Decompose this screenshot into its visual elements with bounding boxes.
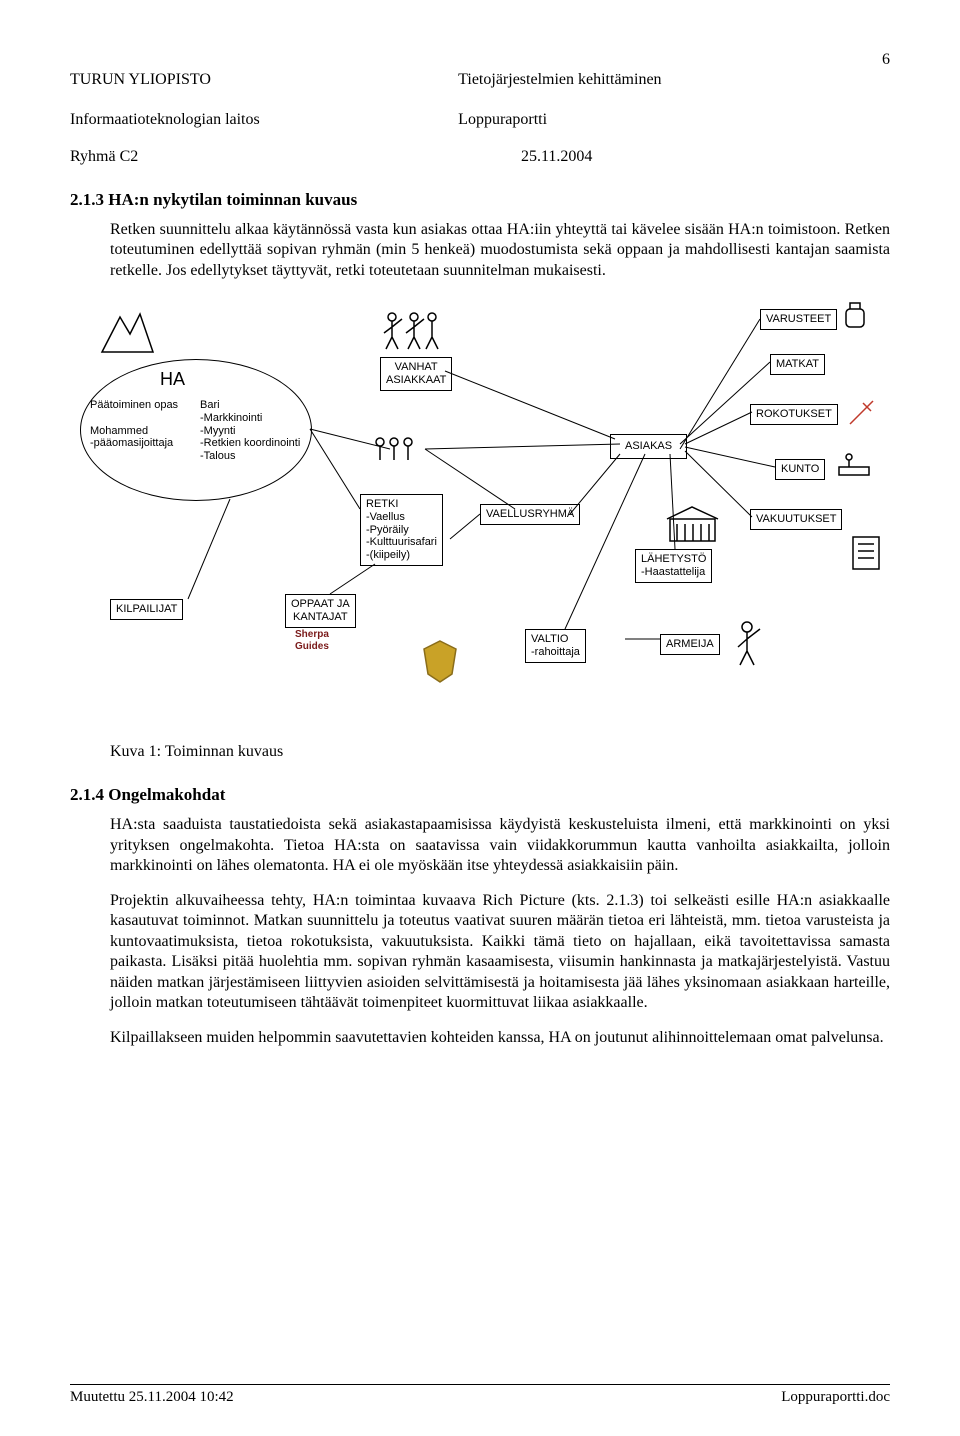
ha-label: HA (160, 369, 185, 390)
node-vanhat-asiakkaat: VANHAT ASIAKKAAT (380, 357, 452, 390)
treadmill-icon (835, 449, 875, 479)
footer-rule (70, 1384, 890, 1385)
syringe-icon (845, 394, 880, 429)
ha-left-text: Päätoiminen opas Mohammed -pääomasijoitt… (90, 399, 178, 450)
section-213-p1: Retken suunnittelu alkaa käytännössä vas… (110, 220, 890, 281)
node-armeija: ARMEIJA (660, 634, 720, 655)
section-214-p3: Kilpaillakseen muiden helpommin saavutet… (110, 1028, 890, 1048)
node-vakuutukset: VAKUUTUKSET (750, 509, 842, 530)
ha-right-text: Bari -Markkinointi -Myynti -Retkien koor… (200, 399, 300, 462)
node-oppaat: OPPAAT JA KANTAJAT (285, 594, 356, 627)
section-214-p1: HA:sta saaduista taustatiedoista sekä as… (110, 815, 890, 876)
page-footer: Muutettu 25.11.2004 10:42 Loppuraportti.… (70, 1384, 890, 1406)
mountain-icon (100, 309, 155, 354)
checklist-icon (850, 534, 882, 572)
section-213-heading: 2.1.3 HA:n nykytilan toiminnan kuvaus (70, 190, 890, 210)
page-subheader: Ryhmä C2 25.11.2004 (70, 148, 890, 166)
node-kunto: KUNTO (775, 459, 825, 480)
org-line1: TURUN YLIOPISTO (70, 71, 211, 88)
section-214-p2: Projektin alkuvaiheessa tehty, HA:n toim… (110, 891, 890, 1014)
page: TURUN YLIOPISTO Informaatioteknologian l… (0, 0, 960, 1436)
rich-picture-diagram: HA Päätoiminen opas Mohammed -pääomasijo… (70, 299, 890, 729)
hikers-icon (380, 309, 440, 354)
footer-left: Muutettu 25.11.2004 10:42 (70, 1389, 234, 1406)
sherpa-brand: Sherpa Guides (295, 629, 329, 652)
node-lahetysto: LÄHETYSTÖ -Haastattelija (635, 549, 712, 582)
soldier-icon (730, 619, 765, 669)
node-vaellusryhma: VAELLUSRYHMÄ (480, 504, 580, 525)
building-icon (665, 504, 720, 544)
backpack-icon (840, 301, 870, 331)
page-number: 6 (860, 50, 890, 130)
page-header: TURUN YLIOPISTO Informaatioteknologian l… (70, 50, 890, 130)
header-course: Tietojärjestelmien kehittäminen Loppurap… (458, 50, 661, 130)
group-label: Ryhmä C2 (70, 148, 439, 166)
crest-icon (420, 639, 460, 684)
node-matkat: MATKAT (770, 354, 825, 375)
course-line1: Tietojärjestelmien kehittäminen (458, 71, 661, 88)
date-label: 25.11.2004 (521, 148, 890, 166)
node-kilpailijat: KILPAILIJAT (110, 599, 183, 620)
course-line2: Loppuraportti (458, 111, 547, 128)
section-214-heading: 2.1.4 Ongelmakohdat (70, 785, 890, 805)
node-rokotukset: ROKOTUKSET (750, 404, 838, 425)
org-line2: Informaatioteknologian laitos (70, 111, 260, 128)
node-retki: RETKI -Vaellus -Pyöräily -Kulttuurisafar… (360, 494, 443, 565)
header-org: TURUN YLIOPISTO Informaatioteknologian l… (70, 50, 260, 130)
figure-caption: Kuva 1: Toiminnan kuvaus (110, 743, 890, 761)
group-icon (370, 434, 425, 469)
node-asiakas: ASIAKAS (610, 434, 687, 459)
node-varusteet: VARUSTEET (760, 309, 837, 330)
footer-right: Loppuraportti.doc (781, 1389, 890, 1406)
node-valtio: VALTIO -rahoittaja (525, 629, 586, 662)
